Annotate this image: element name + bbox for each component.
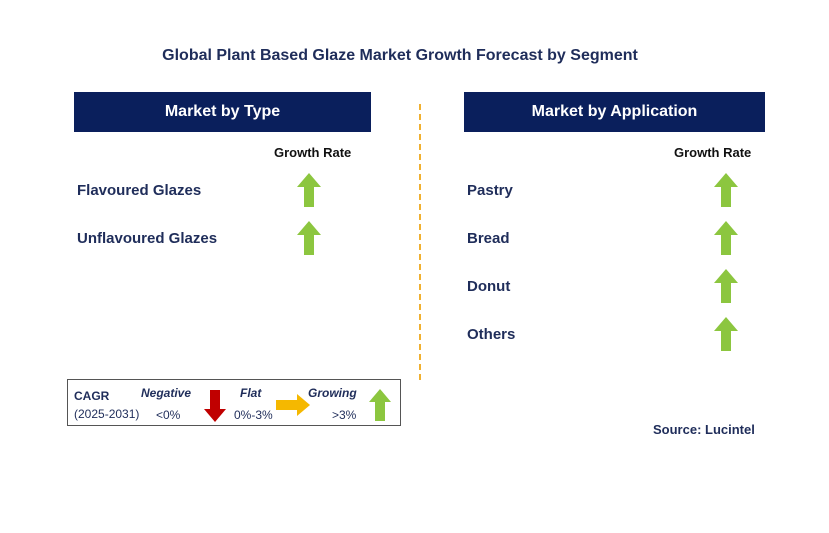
type-panel-header-label: Market by Type [164, 103, 281, 120]
up-arrow-icon [369, 389, 391, 421]
legend-flat-label: Flat [240, 386, 262, 400]
cagr-legend: CAGR (2025-2031) Negative <0% Flat 0%-3%… [67, 379, 401, 426]
application-row-label-donut: Donut [467, 278, 511, 295]
chart-title: Global Plant Based Glaze Market Growth F… [162, 47, 638, 64]
up-arrow-icon [714, 317, 738, 351]
application-growth-rate-label: Growth Rate [674, 145, 752, 160]
legend-cagr-label: CAGR [74, 389, 110, 403]
application-row-label-bread: Bread [467, 230, 510, 247]
up-arrow-icon [714, 173, 738, 207]
down-arrow-icon [204, 390, 226, 422]
panel-divider [419, 104, 421, 380]
application-panel-header: Market by Application [464, 92, 765, 132]
legend-growing-value: >3% [332, 408, 357, 422]
application-panel-header-label: Market by Application [531, 103, 698, 120]
up-arrow-icon [714, 221, 738, 255]
right-arrow-icon [276, 394, 310, 416]
application-row-label-pastry: Pastry [467, 182, 513, 199]
legend-flat-value: 0%-3% [234, 408, 273, 422]
source-label: Source: Lucintel [653, 422, 755, 437]
up-arrow-icon [297, 221, 321, 255]
up-arrow-icon [714, 269, 738, 303]
up-arrow-icon [297, 173, 321, 207]
legend-growing-label: Growing [308, 386, 357, 400]
type-row-label-unflavoured: Unflavoured Glazes [77, 230, 218, 247]
type-panel-header: Market by Type [74, 92, 371, 132]
application-row-label-others: Others [467, 326, 516, 343]
legend-negative-value: <0% [156, 408, 181, 422]
legend-period-label: (2025-2031) [74, 407, 140, 421]
legend-negative-label: Negative [141, 386, 192, 400]
type-growth-rate-label: Growth Rate [274, 145, 352, 160]
type-row-label-flavoured: Flavoured Glazes [77, 182, 202, 199]
